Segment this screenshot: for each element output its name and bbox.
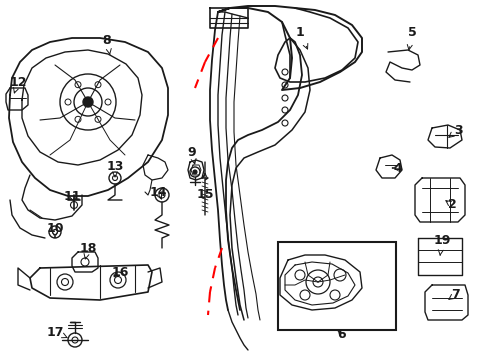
Circle shape — [193, 170, 197, 174]
Text: 6: 6 — [338, 328, 346, 342]
Text: 16: 16 — [111, 266, 129, 279]
Circle shape — [83, 97, 93, 107]
Bar — [278, 242, 396, 330]
Text: 11: 11 — [63, 189, 81, 202]
Text: 2: 2 — [446, 198, 456, 211]
Text: 15: 15 — [196, 173, 214, 202]
Text: 8: 8 — [103, 33, 111, 55]
Text: 9: 9 — [188, 145, 196, 164]
Text: 17: 17 — [46, 325, 67, 338]
Text: 5: 5 — [407, 26, 416, 50]
Text: 7: 7 — [449, 288, 460, 302]
Text: 3: 3 — [449, 123, 462, 137]
Text: 18: 18 — [79, 242, 97, 259]
Text: 19: 19 — [433, 234, 451, 255]
Text: 12: 12 — [9, 76, 27, 93]
Text: 1: 1 — [295, 26, 308, 49]
Text: 13: 13 — [106, 159, 123, 177]
Text: 4: 4 — [392, 162, 402, 175]
Text: 14: 14 — [149, 185, 167, 199]
Text: 10: 10 — [46, 221, 64, 237]
